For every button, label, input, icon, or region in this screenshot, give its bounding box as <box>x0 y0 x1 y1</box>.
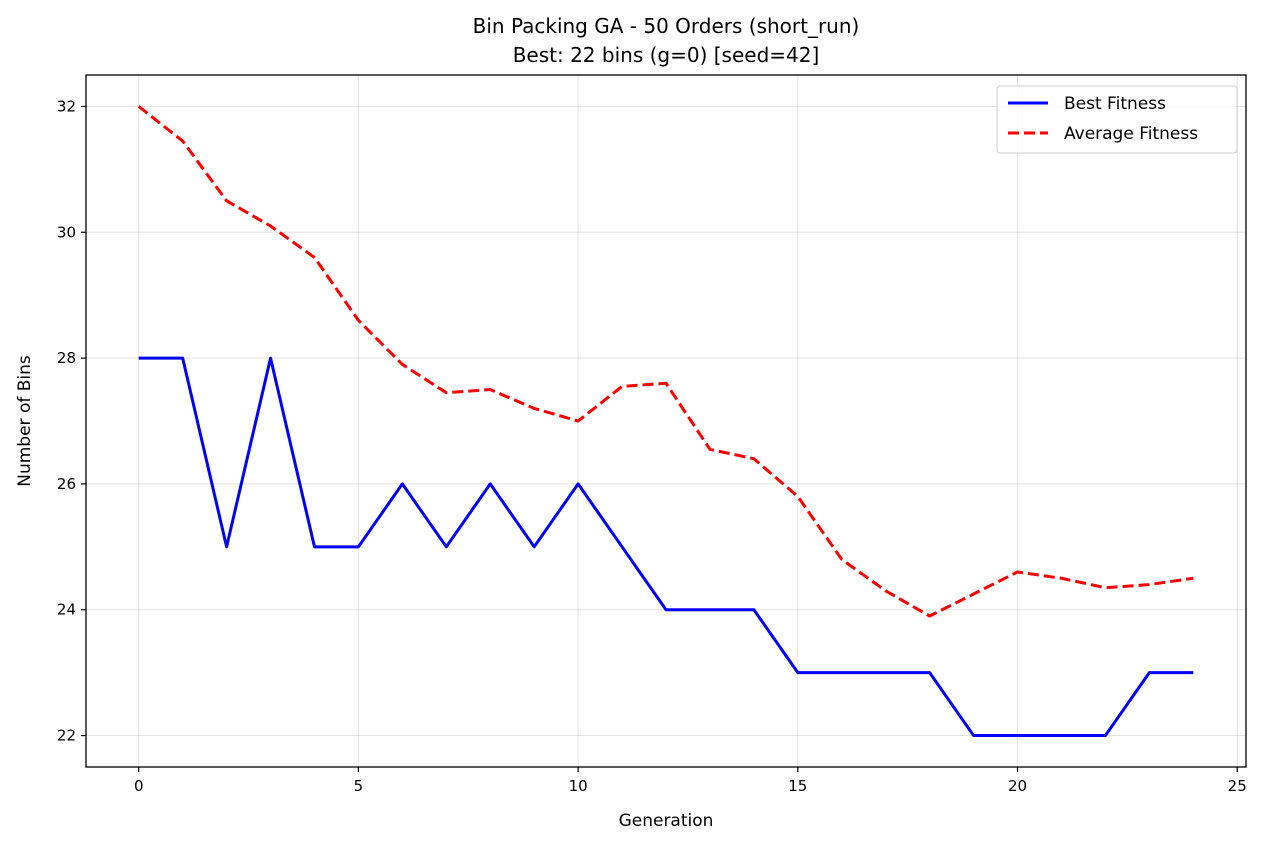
x-tick-label: 15 <box>788 777 807 795</box>
y-axis-ticks: 22 24 26 28 30 32 <box>57 97 86 745</box>
y-tick-label: 28 <box>57 349 76 367</box>
chart-title: Bin Packing GA - 50 Orders (short_run) <box>473 14 860 38</box>
y-tick-label: 26 <box>57 475 76 493</box>
y-tick-label: 30 <box>57 223 76 241</box>
x-tick-label: 25 <box>1228 777 1247 795</box>
legend-label-average-fitness: Average Fitness <box>1064 124 1198 144</box>
chart-subtitle: Best: 22 bins (g=0) [seed=42] <box>513 43 820 67</box>
series-line-best-fitness <box>138 356 1194 738</box>
y-tick-label: 24 <box>57 601 76 619</box>
x-tick-label: 20 <box>1008 777 1027 795</box>
plot-frame <box>85 74 1247 768</box>
x-axis-ticks: 0 5 10 15 20 25 <box>134 767 1247 795</box>
x-tick-label: 5 <box>354 777 364 795</box>
x-tick-label: 0 <box>134 777 144 795</box>
y-tick-label: 22 <box>57 727 76 745</box>
x-tick-label: 10 <box>569 777 588 795</box>
legend-box <box>996 85 1238 154</box>
series-line-average-fitness <box>137 105 1194 618</box>
series-layer <box>137 105 1194 738</box>
legend: Best Fitness Average Fitness <box>996 85 1238 154</box>
x-axis-label: Generation <box>619 811 714 831</box>
y-tick-label: 32 <box>57 97 76 115</box>
legend-label-best-fitness: Best Fitness <box>1064 94 1166 114</box>
y-axis-label: Number of Bins <box>15 355 35 487</box>
